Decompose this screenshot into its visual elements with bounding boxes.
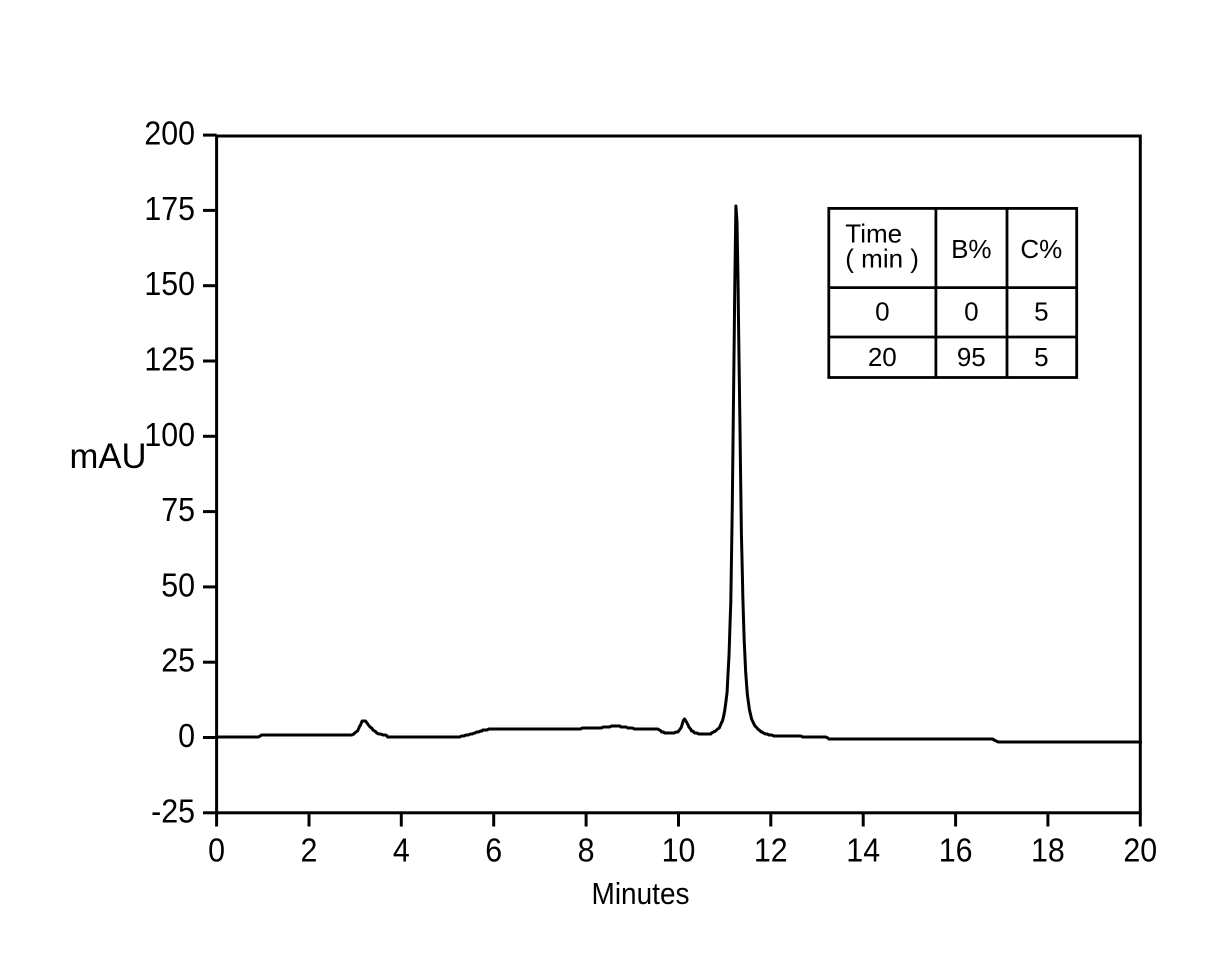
- svg-text:0: 0: [208, 832, 225, 869]
- svg-text:mAU: mAU: [70, 437, 147, 476]
- svg-text:5: 5: [1034, 342, 1048, 372]
- svg-text:100: 100: [144, 416, 195, 453]
- svg-text:25: 25: [161, 642, 195, 679]
- svg-text:0: 0: [875, 297, 889, 327]
- svg-text:18: 18: [1031, 832, 1065, 869]
- svg-text:16: 16: [939, 832, 973, 869]
- svg-text:( min ): ( min ): [845, 244, 919, 274]
- svg-text:14: 14: [846, 832, 880, 869]
- svg-text:5: 5: [1034, 297, 1048, 327]
- svg-text:8: 8: [578, 832, 595, 869]
- svg-text:2: 2: [301, 832, 318, 869]
- svg-text:10: 10: [662, 832, 696, 869]
- svg-text:B%: B%: [951, 234, 991, 264]
- svg-text:C%: C%: [1020, 234, 1062, 264]
- svg-text:Time: Time: [845, 219, 902, 249]
- svg-text:150: 150: [144, 265, 195, 302]
- svg-text:-25: -25: [151, 792, 195, 829]
- svg-text:6: 6: [485, 832, 502, 869]
- svg-text:20: 20: [1123, 832, 1157, 869]
- svg-text:20: 20: [868, 342, 897, 372]
- svg-text:0: 0: [964, 297, 978, 327]
- svg-text:4: 4: [393, 832, 410, 869]
- svg-text:Minutes: Minutes: [592, 876, 690, 911]
- svg-text:50: 50: [161, 566, 195, 603]
- svg-text:75: 75: [161, 491, 195, 528]
- svg-text:200: 200: [144, 115, 195, 152]
- svg-text:0: 0: [178, 717, 195, 754]
- svg-text:125: 125: [144, 341, 195, 378]
- svg-text:12: 12: [754, 832, 788, 869]
- svg-text:95: 95: [957, 342, 986, 372]
- svg-text:175: 175: [144, 190, 195, 227]
